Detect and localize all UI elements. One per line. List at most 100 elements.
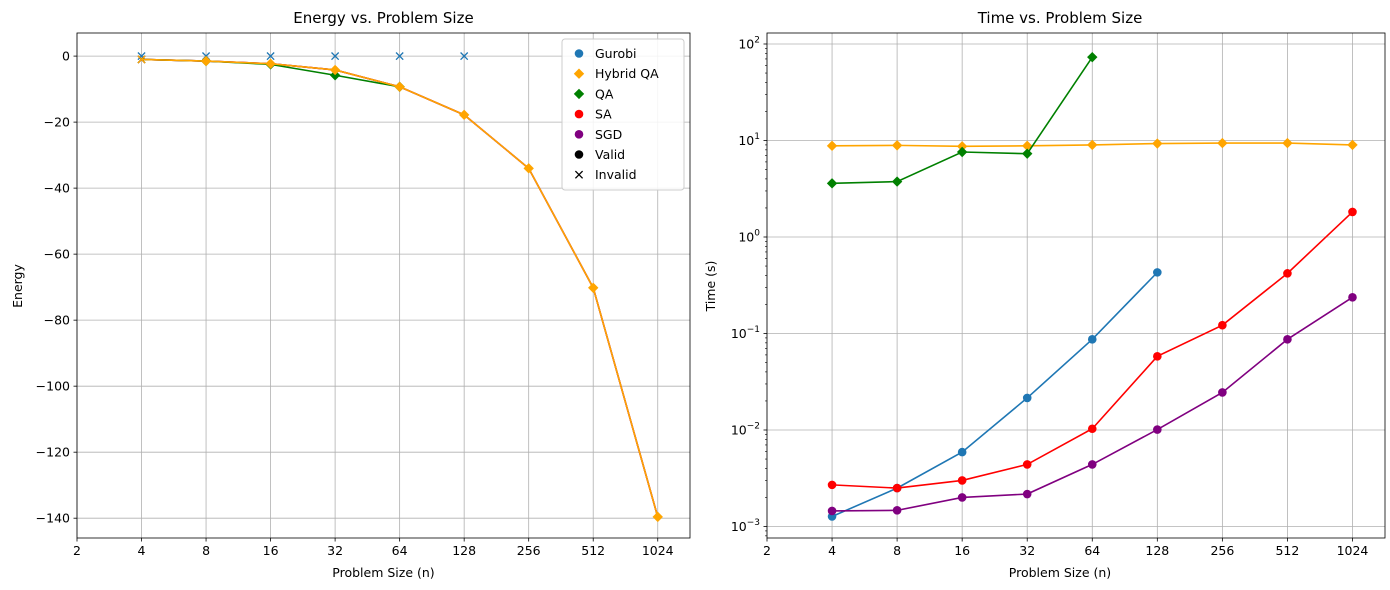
energy-x-tick-label-5: 64 <box>392 543 408 558</box>
energy-series-hybrid-qa-point-2 <box>265 58 276 69</box>
energy-legend-label-qa: QA <box>595 86 614 101</box>
time-x-tick-label-1: 4 <box>828 543 836 558</box>
time-series-qa-point-2 <box>956 146 968 158</box>
time-x-tick-label-4: 32 <box>1019 543 1035 558</box>
time-y-tick-label-2: 10−1 <box>731 325 760 341</box>
time-x-tick-label-3: 16 <box>954 543 970 558</box>
time-chart: Time vs. Problem Size Problem Size (n) T… <box>703 9 1386 580</box>
time-plot-area <box>826 51 1358 521</box>
energy-series-hybrid-qa-point-0 <box>137 55 146 64</box>
energy-legend-box <box>561 38 685 191</box>
energy-x-tick-label-1: 4 <box>138 543 146 558</box>
time-series-hybrid-qa-point-3 <box>1022 140 1033 152</box>
time-series-sa-point-0 <box>827 480 837 490</box>
time-y-tick-label-4: 101 <box>738 132 760 148</box>
energy-legend-label-invalid: Invalid <box>595 167 637 182</box>
time-series-sa-point-4 <box>1087 424 1097 434</box>
energy-y-tick-label-1: −20 <box>44 115 70 130</box>
energy-x-tick-label-2: 8 <box>202 543 210 558</box>
time-x-tick-label-9: 1024 <box>1337 543 1369 558</box>
time-y-tick-label-1: 10−2 <box>731 421 760 437</box>
energy-legend-label-hybrid-qa: Hybrid QA <box>595 66 659 81</box>
energy-x-tick-label-8: 512 <box>581 543 605 558</box>
energy-x-tick-label-7: 256 <box>517 543 541 558</box>
energy-x-tick-label-0: 2 <box>73 543 81 558</box>
energy-plot-area <box>137 52 663 523</box>
time-series-sa-point-8 <box>1348 207 1357 217</box>
energy-series-hybrid-qa-point-4 <box>394 81 405 93</box>
energy-legend: Gurobi Hybrid QA QA SA SGD Valid Invalid <box>561 38 685 191</box>
energy-series-gurobi-point-3 <box>331 52 340 61</box>
energy-series-hybrid-qa-point-5 <box>458 109 470 121</box>
energy-series-gurobi-point-4 <box>395 52 404 61</box>
energy-chart: Energy vs. Problem Size Problem Size (n)… <box>10 9 691 580</box>
time-series-hybrid-qa-point-0 <box>826 140 838 152</box>
time-series-sgd-point-8 <box>1348 293 1357 302</box>
energy-legend-marker-invalid <box>574 170 584 179</box>
time-series-sgd-point-0 <box>827 506 837 516</box>
time-series-qa-point-1 <box>891 176 903 187</box>
time-series-sa-point-1 <box>892 483 902 493</box>
energy-legend-marker-sgd <box>574 130 584 139</box>
time-series-hybrid-qa-point-1 <box>891 140 903 151</box>
energy-y-tick-label-6: −120 <box>36 445 70 460</box>
time-series-hybrid-qa-point-4 <box>1087 139 1098 151</box>
time-series-hybrid-qa-point-5 <box>1152 138 1163 149</box>
energy-legend-marker-sa <box>574 109 584 119</box>
time-series-gurobi-point-3 <box>1022 393 1032 403</box>
energy-series-hybrid-qa-point-7 <box>588 282 599 294</box>
energy-y-axis-label: Energy <box>10 264 25 308</box>
time-series-sgd-point-7 <box>1283 335 1292 344</box>
time-x-axis-label: Problem Size (n) <box>1009 565 1111 580</box>
energy-chart-title: Energy vs. Problem Size <box>293 9 473 27</box>
energy-y-tick-label-5: −100 <box>36 379 70 394</box>
time-x-tick-label-8: 512 <box>1275 543 1299 558</box>
energy-series-gurobi-point-5 <box>460 52 469 61</box>
energy-x-tick-label-4: 32 <box>327 543 343 558</box>
energy-series-hybrid-qa-point-6 <box>523 163 534 174</box>
energy-y-tick-label-3: −60 <box>44 247 70 262</box>
time-series-gurobi-line <box>831 271 1158 518</box>
time-x-tick-label-5: 64 <box>1084 543 1100 558</box>
energy-x-tick-label-9: 1024 <box>642 543 674 558</box>
time-series-hybrid-qa-point-2 <box>956 141 968 152</box>
time-series-sgd-point-6 <box>1218 388 1227 397</box>
energy-legend-label-sgd: SGD <box>595 127 622 142</box>
energy-y-tick-label-4: −80 <box>44 313 70 328</box>
time-series-sgd-point-2 <box>957 493 967 502</box>
time-series-sa-point-6 <box>1218 320 1227 330</box>
time-chart-title: Time vs. Problem Size <box>977 9 1143 27</box>
time-series-gurobi-point-2 <box>957 447 967 457</box>
time-series-sa-point-2 <box>957 476 967 485</box>
energy-y-tick-label-0: 0 <box>62 49 70 64</box>
time-series-gurobi-point-4 <box>1087 335 1097 344</box>
energy-legend-marker-qa <box>573 88 585 100</box>
energy-x-axis-label: Problem Size (n) <box>332 565 434 580</box>
energy-series-hybrid-qa-point-8 <box>652 511 663 523</box>
time-x-tick-label-7: 256 <box>1210 543 1234 558</box>
time-axes-frame <box>766 32 1386 539</box>
energy-legend-marker-hybrid-qa <box>573 68 585 79</box>
energy-legend-label-gurobi: Gurobi <box>595 46 637 61</box>
time-series-sa-point-3 <box>1022 460 1032 469</box>
time-series-qa-point-4 <box>1087 51 1098 63</box>
time-x-tick-label-0: 2 <box>763 543 771 558</box>
time-series-sgd-point-1 <box>892 506 902 515</box>
time-series-sgd-point-5 <box>1153 425 1162 434</box>
time-y-tick-label-3: 100 <box>738 228 760 244</box>
energy-series-hybrid-qa-point-3 <box>329 64 341 76</box>
energy-legend-marker-valid <box>574 150 584 159</box>
energy-series-gurobi-point-2 <box>266 52 275 61</box>
time-y-axis-label: Time (s) <box>703 261 718 313</box>
time-series-gurobi-point-5 <box>1153 268 1162 277</box>
time-series-hybrid-qa-point-6 <box>1217 137 1228 149</box>
time-series-sgd-point-4 <box>1087 460 1097 469</box>
energy-legend-marker-gurobi <box>574 49 584 58</box>
energy-legend-label-valid: Valid <box>595 147 625 162</box>
energy-series-qa-point-3 <box>329 70 341 81</box>
time-series-hybrid-qa-point-8 <box>1347 139 1358 151</box>
time-y-tick-label-0: 10−3 <box>731 518 760 534</box>
energy-series-gurobi-point-0 <box>137 52 146 61</box>
time-x-tick-label-6: 128 <box>1145 543 1169 558</box>
